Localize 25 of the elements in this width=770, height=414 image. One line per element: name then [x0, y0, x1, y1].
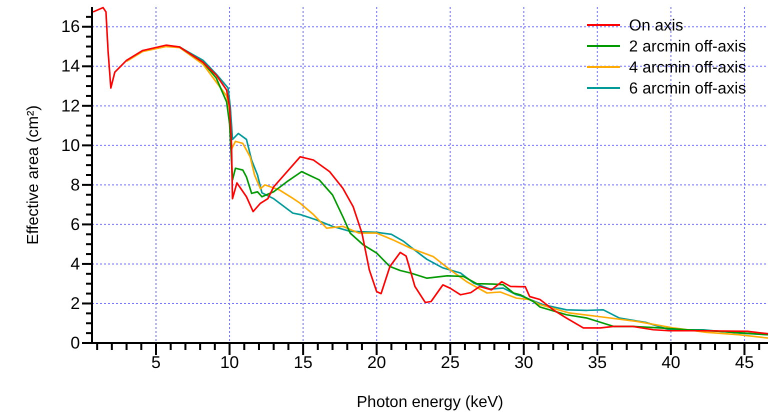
x-tick-label: 35 — [588, 353, 607, 372]
y-tick-label: 2 — [70, 294, 80, 313]
x-tick-label: 40 — [661, 353, 680, 372]
y-tick-label: 14 — [61, 56, 80, 76]
legend-label: 4 arcmin off-axis — [629, 60, 746, 77]
y-tick-label: 8 — [70, 175, 80, 194]
y-tick-label: 16 — [61, 17, 80, 36]
legend-label: 2 arcmin off-axis — [629, 38, 746, 56]
x-tick-label: 20 — [367, 353, 386, 372]
y-tick-label: 4 — [70, 254, 80, 274]
x-tick-label: 15 — [294, 353, 313, 372]
x-tick-label: 10 — [220, 353, 240, 372]
x-tick-label: 5 — [151, 353, 161, 372]
y-tick-label: 12 — [61, 96, 80, 116]
x-tick-label: 45 — [735, 353, 754, 372]
x-axis-title: Photon energy (keV) — [356, 394, 504, 411]
x-tick-label: 30 — [514, 353, 534, 372]
x-tick-label: 25 — [440, 353, 460, 372]
y-tick-label: 0 — [70, 333, 80, 352]
line-series — [92, 6, 769, 335]
y-tick-label: 6 — [70, 214, 80, 234]
y-axis-title: Effective area (cm²) — [25, 105, 42, 245]
y-tick-label: 10 — [61, 136, 80, 155]
legend-label: 6 arcmin off-axis — [629, 80, 746, 98]
legend-label: On axis — [629, 18, 684, 35]
